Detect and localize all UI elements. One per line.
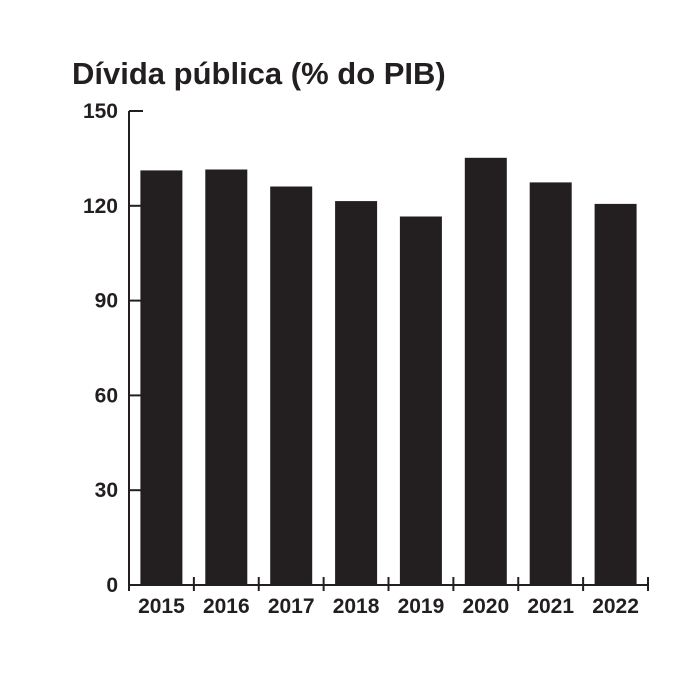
x-tick-label-2015: 2015: [138, 595, 185, 618]
y-tick-label-90: 90: [95, 290, 118, 313]
bar-2017: [270, 186, 313, 585]
y-tick-label-150: 150: [83, 100, 118, 123]
y-tick-labels: 0 30 60 90 120 150: [83, 100, 118, 597]
y-tick-label-0: 0: [106, 574, 118, 597]
bar-2019: [399, 216, 442, 585]
bar-2020: [464, 157, 507, 586]
bar-2021: [529, 182, 572, 585]
x-tick-label-2021: 2021: [527, 595, 574, 618]
bar-2015: [140, 170, 183, 585]
x-tick-label-2020: 2020: [462, 595, 509, 618]
x-tick-label-2016: 2016: [203, 595, 250, 618]
axes-group: [128, 110, 649, 591]
bar-2018: [335, 201, 378, 585]
y-tick-label-30: 30: [95, 479, 118, 502]
x-tick-label-2022: 2022: [592, 595, 639, 618]
x-tick-label-2017: 2017: [268, 595, 315, 618]
bar-2016: [205, 169, 248, 585]
x-tick-label-2018: 2018: [333, 595, 380, 618]
y-tick-label-60: 60: [95, 384, 118, 407]
bars-group: [140, 157, 637, 586]
x-tick-label-2019: 2019: [398, 595, 445, 618]
x-tick-labels: 2015 2016 2017 2018 2019 2020 2021 2022: [138, 595, 639, 618]
chart-title: Dívida pública (% do PIB): [72, 56, 446, 91]
y-tick-label-120: 120: [83, 195, 118, 218]
bar-2022: [594, 203, 637, 585]
